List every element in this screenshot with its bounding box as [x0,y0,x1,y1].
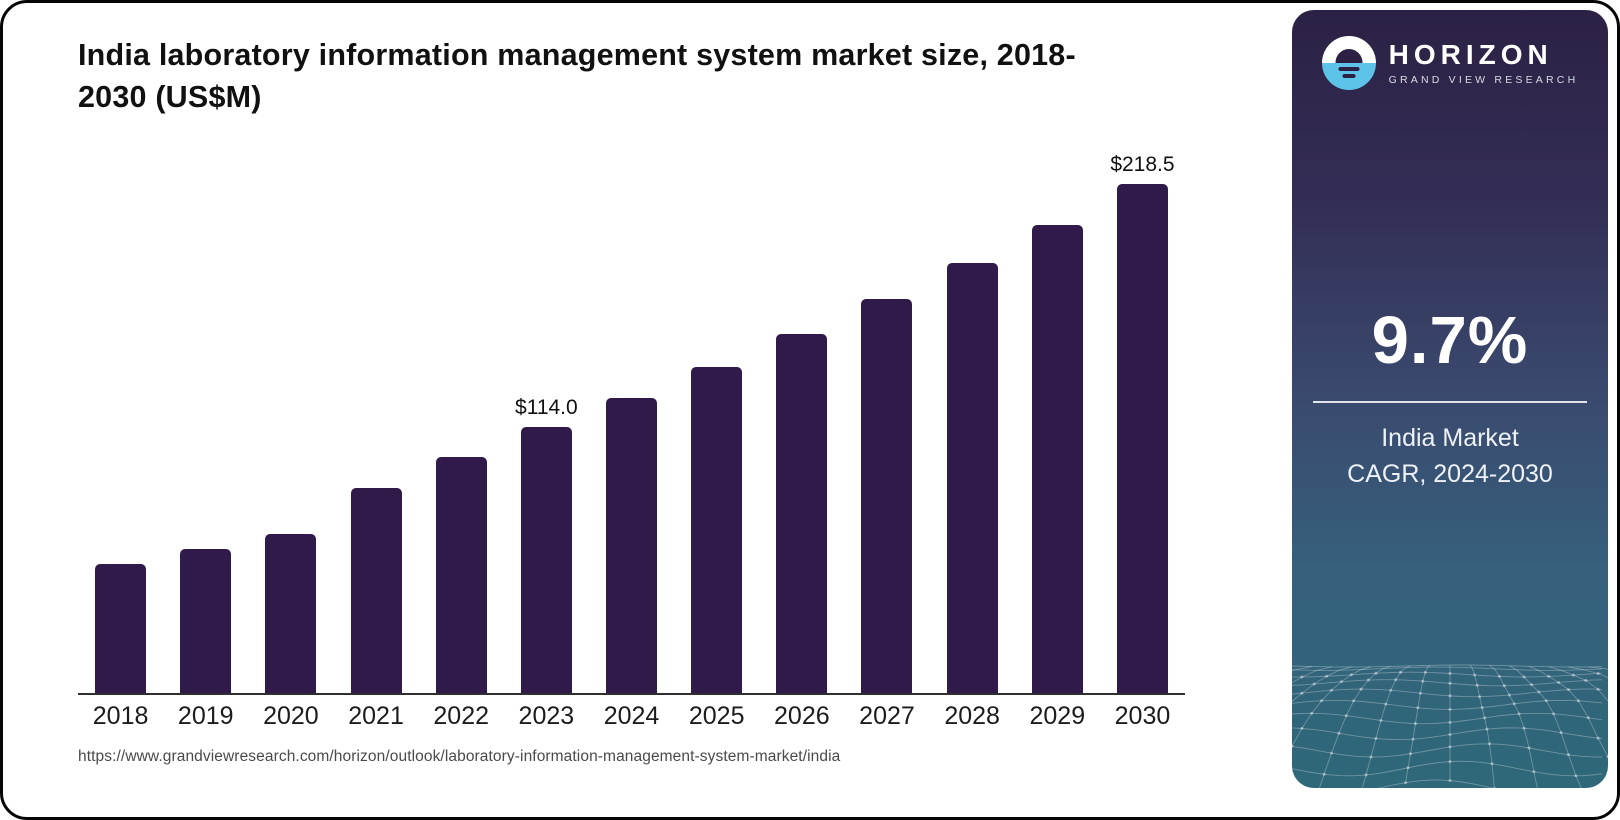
bar-2022 [435,457,487,693]
bar-column-2029 [1015,225,1100,693]
bar-2018 [95,564,147,693]
cagr-caption-line2: CAGR, 2024-2030 [1347,459,1553,488]
horizon-logo-icon [1321,36,1376,90]
bar-2020 [265,534,317,693]
cagr-caption-line1: India Market [1381,424,1519,452]
x-tick-2026: 2026 [774,702,830,730]
brand-name: HORIZON [1388,38,1553,70]
bar-2028 [946,263,998,693]
bar-2025 [691,367,743,693]
x-axis-ticks: 2018 2019 2020 2021 2022 2023 2024 2025 2026 2027… [78,702,1185,731]
bar-column-2024 [589,398,674,693]
bar-2023 [520,427,572,693]
cagr-stat: 9.7% India Market CAGR, 2024-2030 [1307,302,1593,492]
x-tick-2021: 2021 [348,702,404,730]
bar-column-2028 [930,263,1015,693]
x-tick-2025: 2025 [688,702,745,730]
x-tick-2030: 2030 [1114,702,1171,730]
horizon-line-icon [1338,67,1360,71]
dashed-edge-decoration [650,812,1604,817]
x-tick-2020: 2020 [263,702,319,730]
bar-column-2021 [333,488,418,693]
brand-tagline: GRAND VIEW RESEARCH [1388,73,1579,86]
bar-2026 [776,334,828,693]
source-url: https://www.grandviewresearch.com/horizo… [78,748,841,765]
x-tick-2022: 2022 [433,702,490,730]
bar-2027 [861,299,913,693]
x-tick-2027: 2027 [859,702,915,730]
bar-2021 [350,488,402,693]
chart-title: India laboratory information management … [78,38,1076,115]
value-label-2023: $114.0 [515,396,578,419]
bar-chart: $114.0 $218.5 [78,0,1185,695]
brand-text: HORIZON GRAND VIEW RESEARCH [1388,38,1579,86]
bar-2030 [1116,184,1168,693]
brand-logo: HORIZON GRAND VIEW RESEARCH [1292,36,1608,90]
bar-column-2019 [163,549,248,693]
bar-2029 [1031,225,1083,693]
x-tick-2029: 2029 [1029,702,1086,730]
bar-2024 [606,398,658,693]
x-tick-2019: 2019 [177,702,234,730]
bar-column-2030: $218.5 [1100,153,1185,693]
bar-column-2027 [844,299,929,693]
bar-column-2022 [419,457,504,693]
bar-column-2026 [759,334,844,693]
dashed-edge-decoration [1612,180,1617,784]
bar-column-2023: $114.0 [504,396,589,693]
x-tick-2018: 2018 [92,702,149,730]
x-tick-2028: 2028 [944,702,1000,730]
horizon-line-icon [1342,74,1356,78]
bar-column-2018 [78,564,163,693]
x-tick-2024: 2024 [603,702,660,730]
cagr-value: 9.7% [1371,303,1529,378]
sun-icon [1335,49,1363,63]
stat-divider [1313,401,1587,403]
wireframe-mesh-decoration [1292,664,1608,788]
sidebar-panel: HORIZON GRAND VIEW RESEARCH 9.7% India M… [1292,10,1608,788]
bar-2019 [180,549,232,693]
bar-column-2025 [674,367,759,693]
value-label-2030: $218.5 [1110,153,1175,176]
x-tick-2023: 2023 [518,702,575,730]
bar-column-2020 [248,534,333,693]
